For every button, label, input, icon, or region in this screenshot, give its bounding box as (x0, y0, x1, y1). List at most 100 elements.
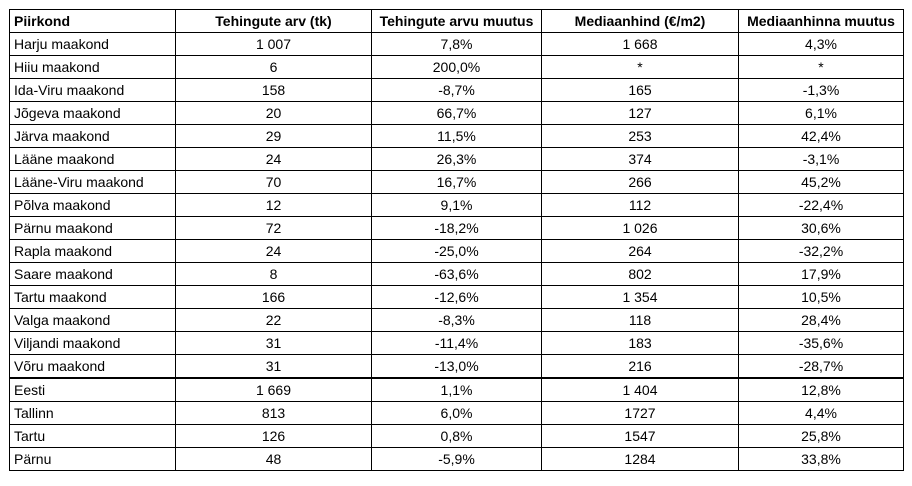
table-row: Hiiu maakond 6 200,0% * * (9, 55, 904, 79)
median-price-change-cell: 30,6% (738, 216, 904, 240)
transaction-change-cell: 7,8% (371, 32, 542, 56)
column-header-median-price: Mediaanhind (€/m2) (541, 9, 739, 33)
median-price-change-cell: -1,3% (738, 78, 904, 102)
transaction-change-cell: 11,5% (371, 124, 542, 148)
median-price-cell: 264 (541, 239, 739, 263)
median-price-change-cell: 4,3% (738, 32, 904, 56)
table-row: Lääne maakond 24 26,3% 374 -3,1% (9, 147, 904, 171)
median-price-change-cell: -3,1% (738, 147, 904, 171)
table-row: Pärnu maakond 72 -18,2% 1 026 30,6% (9, 216, 904, 240)
median-price-change-cell: -28,7% (738, 354, 904, 379)
transaction-change-cell: -13,0% (371, 354, 542, 379)
median-price-change-cell: -22,4% (738, 193, 904, 217)
median-price-cell: 1284 (541, 447, 739, 471)
median-price-cell: 1547 (541, 424, 739, 448)
transaction-change-cell: 0,8% (371, 424, 542, 448)
transaction-change-cell: -25,0% (371, 239, 542, 263)
median-price-cell: 165 (541, 78, 739, 102)
column-header-transaction-count: Tehingute arv (tk) (175, 9, 372, 33)
table-row: Järva maakond 29 11,5% 253 42,4% (9, 124, 904, 148)
transaction-count-cell: 29 (175, 124, 372, 148)
transaction-count-cell: 31 (175, 331, 372, 355)
transaction-change-cell: -63,6% (371, 262, 542, 286)
transaction-count-cell: 70 (175, 170, 372, 194)
median-price-cell: 216 (541, 354, 739, 379)
transaction-count-cell: 12 (175, 193, 372, 217)
transaction-count-cell: 126 (175, 424, 372, 448)
region-cell: Harju maakond (9, 32, 176, 56)
transaction-change-cell: 200,0% (371, 55, 542, 79)
region-cell: Saare maakond (9, 262, 176, 286)
table-row: Harju maakond 1 007 7,8% 1 668 4,3% (9, 32, 904, 56)
region-cell: Pärnu maakond (9, 216, 176, 240)
transaction-change-cell: -18,2% (371, 216, 542, 240)
median-price-change-cell: -35,6% (738, 331, 904, 355)
median-price-cell: 183 (541, 331, 739, 355)
transaction-change-cell: -5,9% (371, 447, 542, 471)
table-row: Ida-Viru maakond 158 -8,7% 165 -1,3% (9, 78, 904, 102)
transaction-count-cell: 1 669 (175, 377, 372, 402)
transaction-change-cell: 26,3% (371, 147, 542, 171)
median-price-cell: 266 (541, 170, 739, 194)
table-row: Eesti 1 669 1,1% 1 404 12,8% (9, 377, 904, 402)
transaction-count-cell: 48 (175, 447, 372, 471)
table-row: Jõgeva maakond 20 66,7% 127 6,1% (9, 101, 904, 125)
region-cell: Võru maakond (9, 354, 176, 379)
region-cell: Tartu (9, 424, 176, 448)
median-price-cell: * (541, 55, 739, 79)
statistics-table: Piirkond Tehingute arv (tk) Tehingute ar… (9, 9, 904, 471)
column-header-transaction-change: Tehingute arvu muutus (371, 9, 542, 33)
median-price-change-cell: 42,4% (738, 124, 904, 148)
region-cell: Tallinn (9, 401, 176, 425)
transaction-count-cell: 24 (175, 239, 372, 263)
median-price-change-cell: * (738, 55, 904, 79)
median-price-cell: 1 354 (541, 285, 739, 309)
table-row: Rapla maakond 24 -25,0% 264 -32,2% (9, 239, 904, 263)
region-cell: Lääne-Viru maakond (9, 170, 176, 194)
region-cell: Valga maakond (9, 308, 176, 332)
transaction-change-cell: 6,0% (371, 401, 542, 425)
transaction-change-cell: 9,1% (371, 193, 542, 217)
median-price-change-cell: 28,4% (738, 308, 904, 332)
transaction-count-cell: 6 (175, 55, 372, 79)
region-cell: Järva maakond (9, 124, 176, 148)
region-cell: Hiiu maakond (9, 55, 176, 79)
median-price-change-cell: 33,8% (738, 447, 904, 471)
transaction-count-cell: 8 (175, 262, 372, 286)
transaction-change-cell: 16,7% (371, 170, 542, 194)
statistics-table-wrapper: Piirkond Tehingute arv (tk) Tehingute ar… (9, 9, 904, 471)
transaction-count-cell: 24 (175, 147, 372, 171)
median-price-cell: 1 026 (541, 216, 739, 240)
table-row: Saare maakond 8 -63,6% 802 17,9% (9, 262, 904, 286)
median-price-cell: 1727 (541, 401, 739, 425)
transaction-count-cell: 31 (175, 354, 372, 379)
median-price-change-cell: 12,8% (738, 377, 904, 402)
median-price-change-cell: -32,2% (738, 239, 904, 263)
region-cell: Rapla maakond (9, 239, 176, 263)
median-price-cell: 118 (541, 308, 739, 332)
median-price-cell: 1 404 (541, 377, 739, 402)
transaction-change-cell: -8,7% (371, 78, 542, 102)
column-header-median-price-change: Mediaanhinna muutus (738, 9, 904, 33)
median-price-change-cell: 10,5% (738, 285, 904, 309)
median-price-cell: 127 (541, 101, 739, 125)
header-row: Piirkond Tehingute arv (tk) Tehingute ar… (9, 9, 904, 33)
median-price-cell: 253 (541, 124, 739, 148)
table-row: Tartu 126 0,8% 1547 25,8% (9, 424, 904, 448)
table-row: Tallinn 813 6,0% 1727 4,4% (9, 401, 904, 425)
table-row: Võru maakond 31 -13,0% 216 -28,7% (9, 354, 904, 379)
transaction-change-cell: 1,1% (371, 377, 542, 402)
table-row: Viljandi maakond 31 -11,4% 183 -35,6% (9, 331, 904, 355)
transaction-count-cell: 166 (175, 285, 372, 309)
region-cell: Tartu maakond (9, 285, 176, 309)
transaction-change-cell: -12,6% (371, 285, 542, 309)
transaction-count-cell: 813 (175, 401, 372, 425)
table-row: Valga maakond 22 -8,3% 118 28,4% (9, 308, 904, 332)
region-cell: Jõgeva maakond (9, 101, 176, 125)
transaction-count-cell: 20 (175, 101, 372, 125)
transaction-count-cell: 1 007 (175, 32, 372, 56)
region-cell: Eesti (9, 377, 176, 402)
transaction-count-cell: 22 (175, 308, 372, 332)
column-header-region: Piirkond (9, 9, 176, 33)
median-price-change-cell: 6,1% (738, 101, 904, 125)
